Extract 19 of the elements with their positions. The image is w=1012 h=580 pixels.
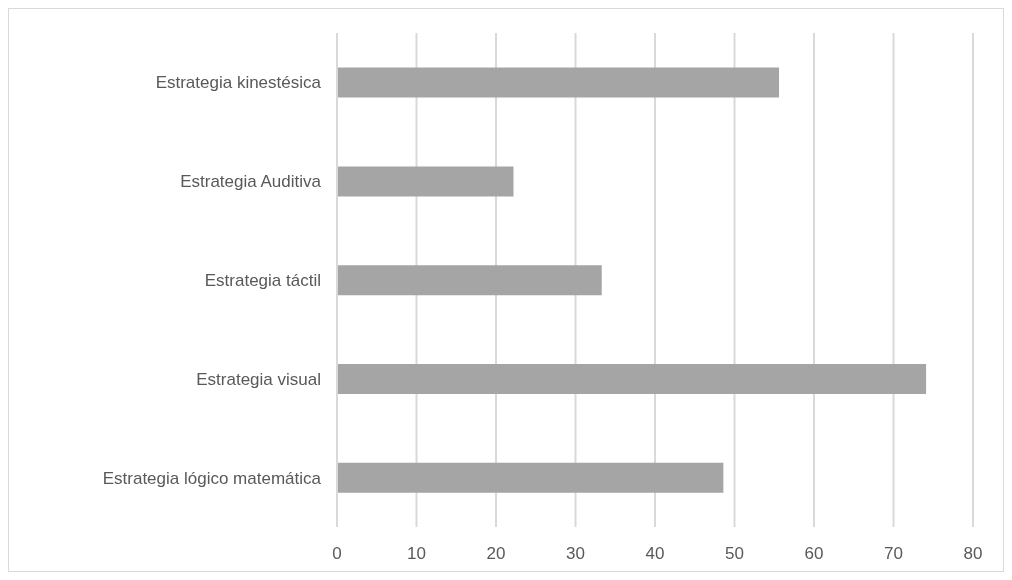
bar (337, 462, 724, 493)
bar (337, 166, 514, 197)
x-tick-label: 80 (963, 544, 983, 564)
bar (337, 265, 602, 296)
x-tick-label: 0 (332, 544, 342, 564)
x-tick-label: 50 (725, 544, 744, 564)
bar (337, 363, 927, 394)
y-tick-label: Estrategia Auditiva (180, 172, 322, 192)
x-tick-label: 40 (645, 544, 665, 564)
y-tick-label: Estrategia kinestésica (155, 73, 322, 93)
x-tick-label: 30 (566, 544, 585, 564)
x-tick-label: 60 (804, 544, 824, 564)
y-tick-label: Estrategia visual (196, 369, 321, 389)
x-tick-label: 10 (407, 544, 426, 564)
y-tick-label: Estrategia lógico matemática (102, 468, 322, 488)
x-tick-label: 70 (884, 544, 903, 564)
x-tick-label: 20 (486, 544, 506, 564)
bar (337, 67, 780, 98)
y-tick-label: Estrategia táctil (204, 271, 321, 291)
